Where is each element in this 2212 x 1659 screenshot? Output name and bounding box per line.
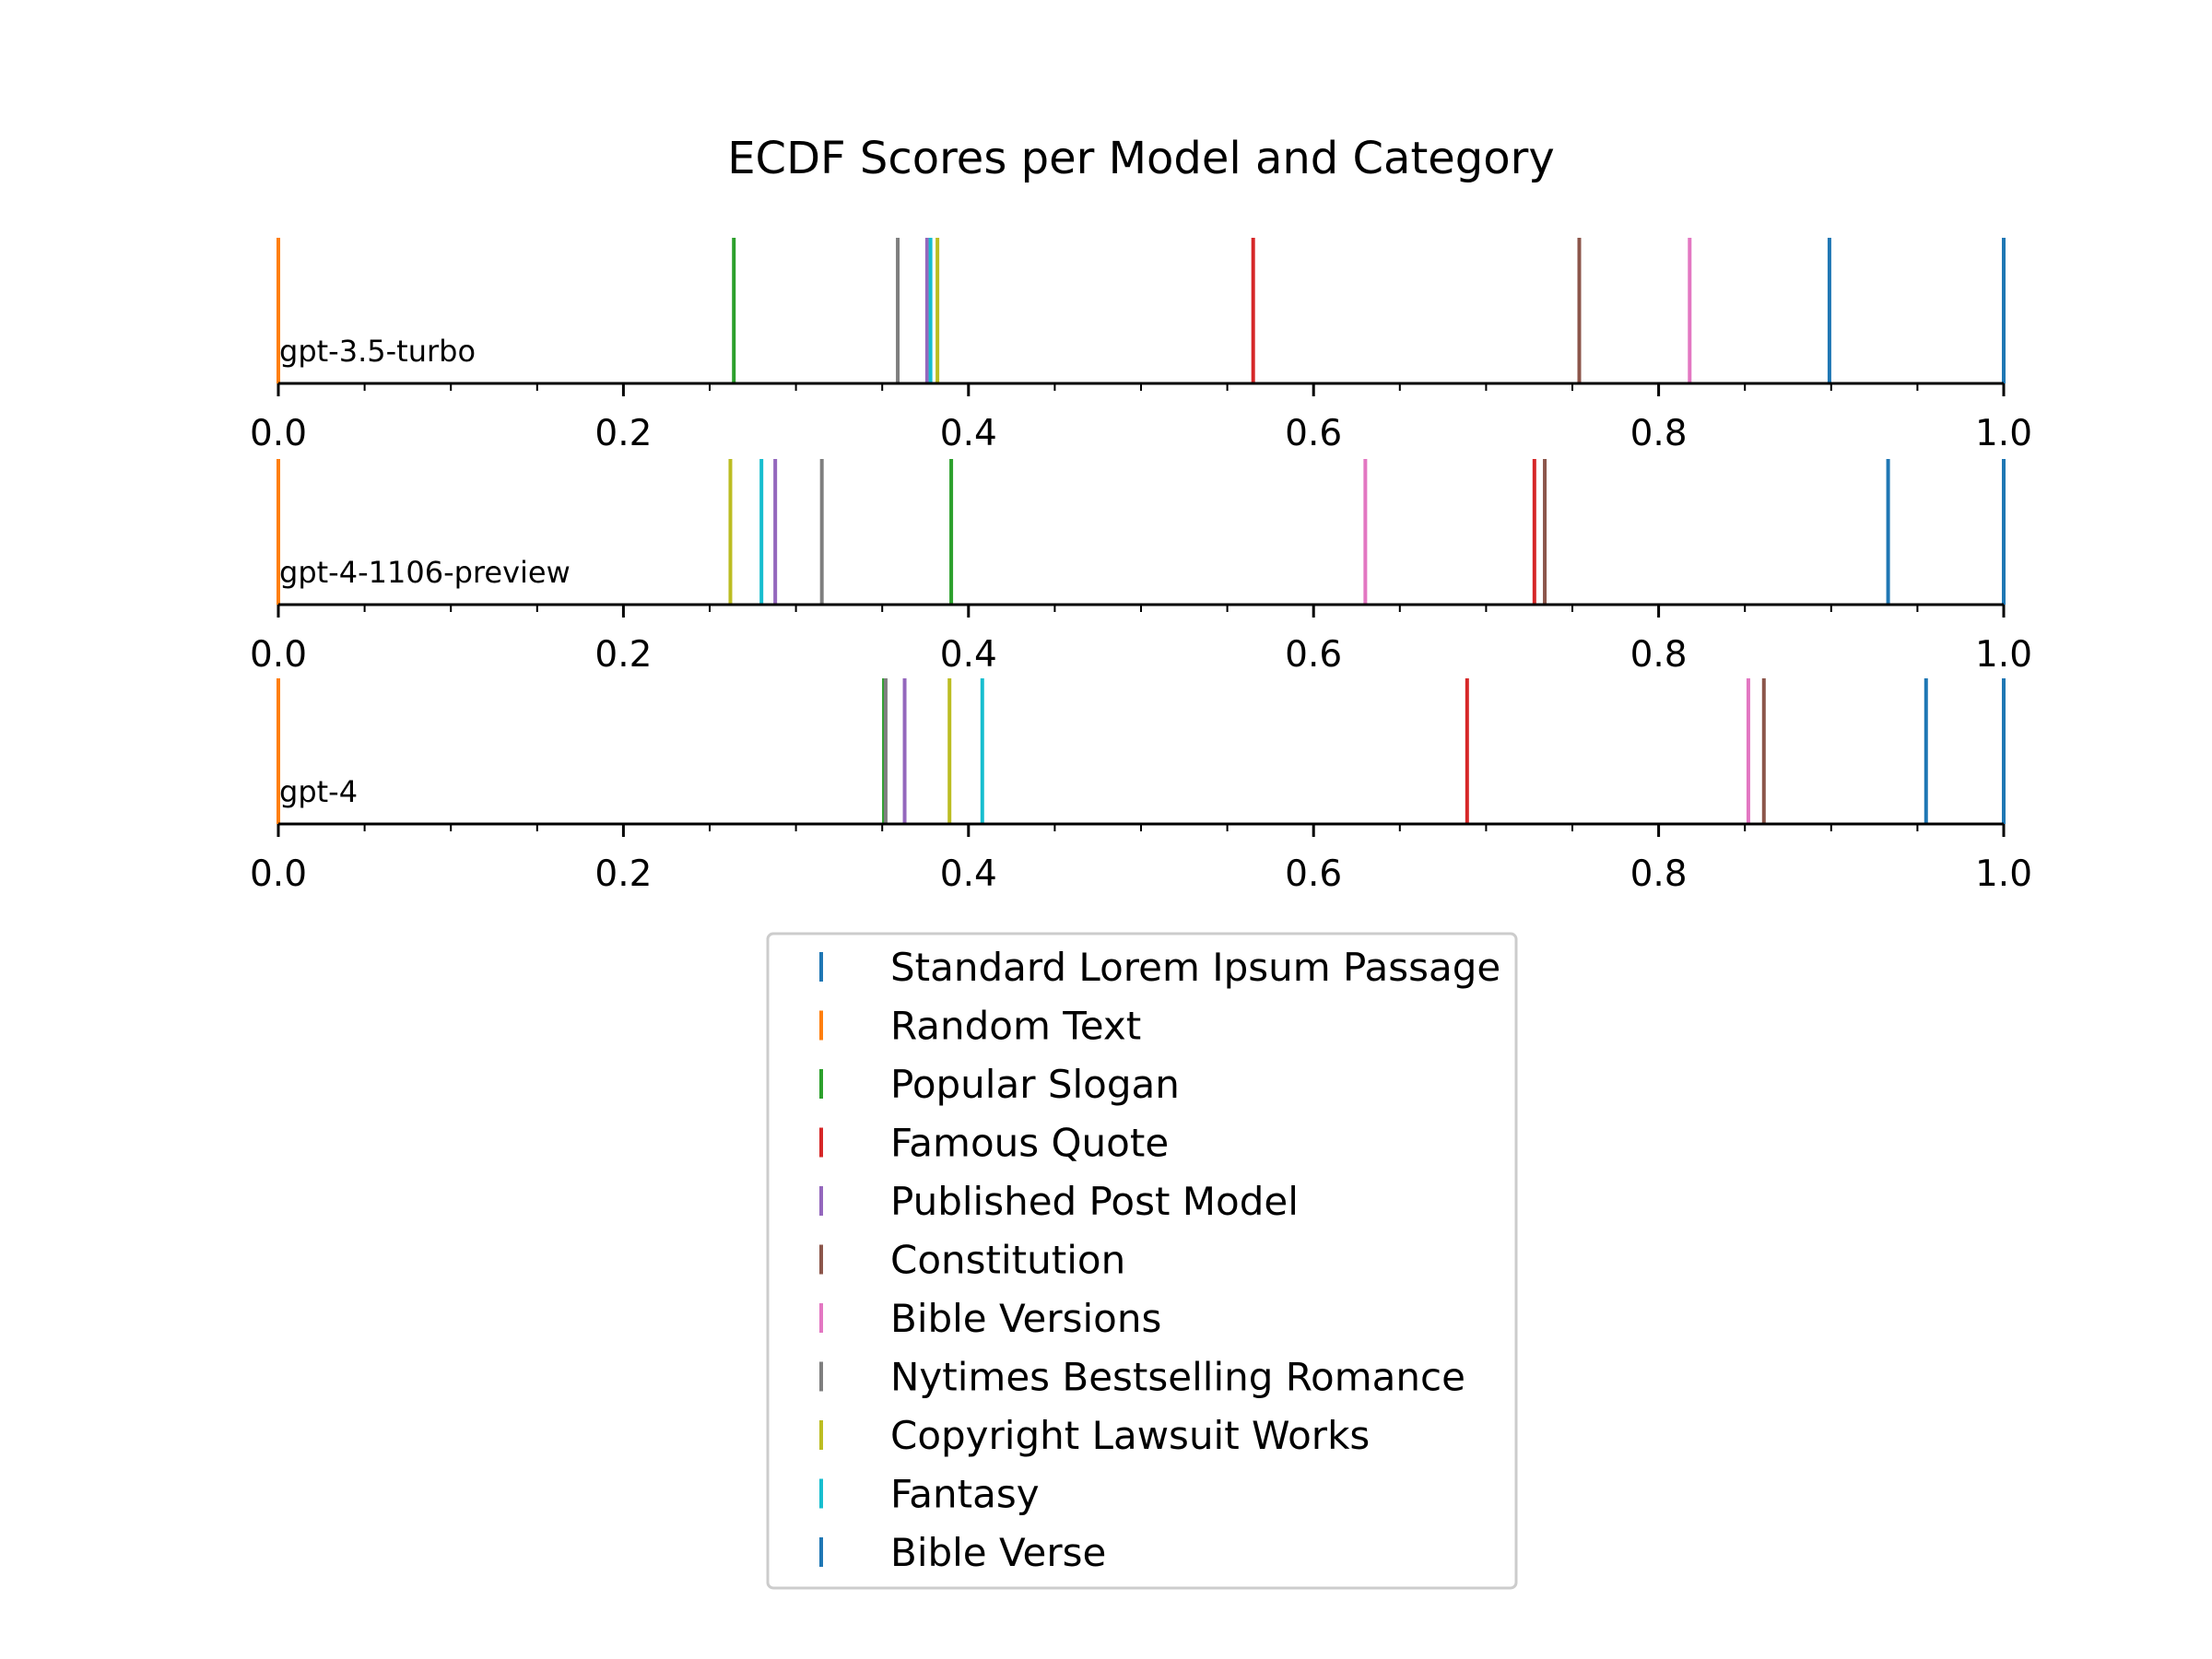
x-tick-label: 1.0 [1975, 853, 2032, 895]
x-tick-label: 0.2 [594, 853, 652, 895]
panel-1: gpt-4-1106-preview 0.0 0.2 0.4 0.6 0.8 1.0 [250, 459, 2032, 676]
legend-item: Popular Slogan [819, 1062, 1180, 1107]
legend-item: Famous Quote [819, 1121, 1169, 1166]
x-tick-label: 0.8 [1630, 853, 1688, 895]
legend-item: Fantasy [819, 1472, 1040, 1517]
legend-label: Bible Verse [890, 1530, 1106, 1575]
legend-label: Random Text [890, 1004, 1141, 1049]
x-tick-label: 0.4 [940, 853, 997, 895]
x-tick-label: 0.6 [1285, 634, 1342, 676]
panel-0: gpt-3.5-turbo 0.0 0.2 0.4 0.6 0.8 1.0 [250, 238, 2032, 454]
legend-label: Constitution [890, 1238, 1125, 1283]
legend-item: Published Post Model [819, 1179, 1299, 1224]
model-label: gpt-4-1106-preview [279, 555, 571, 590]
x-tick-label: 1.0 [1975, 634, 2032, 676]
model-label: gpt-3.5-turbo [279, 334, 476, 369]
legend: Standard Lorem Ipsum Passage Random Text P… [766, 932, 1518, 1590]
x-tick-label: 0.6 [1285, 413, 1342, 454]
legend-box [766, 932, 1518, 1590]
legend-label: Nytimes Bestselling Romance [890, 1355, 1465, 1400]
x-tick-label: 0.2 [594, 634, 652, 676]
legend-item: Copyright Lawsuit Works [819, 1413, 1370, 1458]
panel-2: gpt-4 0.0 0.2 0.4 0.6 0.8 1.0 [250, 678, 2032, 895]
x-tick-label: 0.6 [1285, 853, 1342, 895]
legend-item: Standard Lorem Ipsum Passage [819, 945, 1500, 990]
legend-item: Constitution [819, 1238, 1125, 1283]
x-tick-label: 0.8 [1630, 413, 1688, 454]
legend-item: Random Text [819, 1004, 1141, 1049]
x-tick-label: 0.0 [250, 634, 307, 676]
legend-label: Famous Quote [890, 1121, 1169, 1166]
x-tick-label: 0.0 [250, 853, 307, 895]
chart-title: ECDF Scores per Model and Category [727, 133, 1555, 184]
x-tick-label: 1.0 [1975, 413, 2032, 454]
legend-label: Published Post Model [890, 1179, 1299, 1224]
model-label: gpt-4 [279, 774, 358, 809]
legend-item: Nytimes Bestselling Romance [819, 1355, 1465, 1400]
legend-label: Popular Slogan [890, 1062, 1180, 1107]
legend-label: Bible Versions [890, 1296, 1161, 1341]
legend-label: Standard Lorem Ipsum Passage [890, 945, 1500, 990]
legend-label: Copyright Lawsuit Works [890, 1413, 1370, 1458]
legend-item: Bible Versions [819, 1296, 1161, 1341]
x-tick-label: 0.4 [940, 634, 997, 676]
x-tick-label: 0.8 [1630, 634, 1688, 676]
legend-item: Bible Verse [819, 1530, 1106, 1575]
x-tick-label: 0.2 [594, 413, 652, 454]
legend-label: Fantasy [890, 1472, 1040, 1517]
x-tick-label: 0.0 [250, 413, 307, 454]
x-tick-label: 0.4 [940, 413, 997, 454]
